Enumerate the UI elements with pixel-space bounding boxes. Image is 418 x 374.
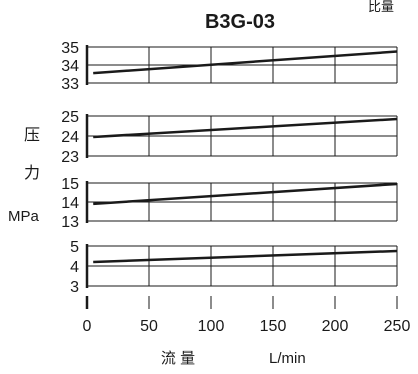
x-tick-label-50: 50	[140, 318, 158, 335]
y-tick-label-3: 3	[70, 279, 79, 296]
series-line-panel-3	[93, 182, 398, 206]
y-tick-label-13: 13	[61, 214, 79, 231]
x-tick-label-0: 0	[83, 318, 92, 335]
x-tick-label-200: 200	[322, 318, 349, 335]
series-line-panel-4	[93, 249, 398, 264]
series-line-panel-2	[93, 117, 398, 139]
x-axis-label-chars: 流 量	[161, 350, 195, 367]
x-axis-label-unit: L/min	[269, 350, 306, 367]
x-tick-label-250: 250	[384, 318, 411, 335]
y-tick-label-5: 5	[70, 239, 79, 256]
y-tick-label-24: 24	[61, 129, 79, 146]
y-tick-label-33: 33	[61, 76, 79, 93]
y-tick-label-25: 25	[61, 109, 79, 126]
x-tick-label-150: 150	[260, 318, 287, 335]
y-tick-label-34: 34	[61, 58, 79, 75]
x-tick-label-100: 100	[198, 318, 225, 335]
y-axis-label-char-1: 压	[24, 127, 40, 144]
y-axis-label-char-2: 力	[24, 164, 40, 182]
y-tick-label-4: 4	[70, 259, 79, 276]
chart-title: B3G-03	[205, 11, 275, 33]
y-axis-unit: MPa	[8, 208, 40, 225]
corner-text: 比量	[368, 0, 394, 14]
y-tick-label-23: 23	[61, 149, 79, 166]
series-line-panel-1	[93, 50, 398, 75]
y-tick-label-14: 14	[61, 195, 79, 212]
y-tick-label-15: 15	[61, 176, 79, 193]
y-tick-label-35: 35	[61, 40, 79, 57]
